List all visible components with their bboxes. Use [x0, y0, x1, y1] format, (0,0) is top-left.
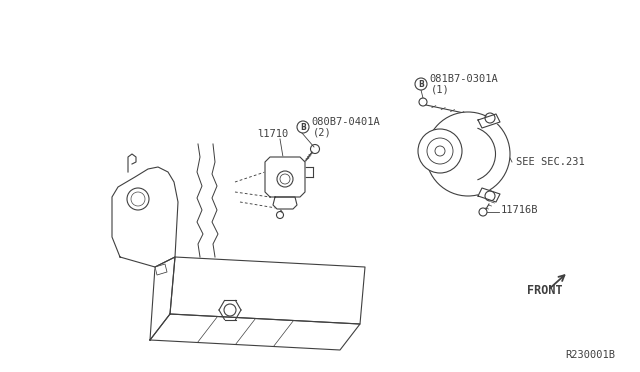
Polygon shape — [112, 167, 178, 267]
Text: l1710: l1710 — [257, 129, 288, 139]
Text: R230001B: R230001B — [565, 350, 615, 360]
Polygon shape — [150, 257, 175, 340]
Polygon shape — [170, 257, 365, 324]
Circle shape — [426, 112, 510, 196]
Polygon shape — [478, 188, 500, 202]
Text: B: B — [418, 80, 424, 89]
Text: 080B7-0401A: 080B7-0401A — [311, 117, 380, 127]
Circle shape — [418, 129, 462, 173]
Polygon shape — [150, 314, 360, 350]
Text: FRONT: FRONT — [527, 284, 563, 297]
Circle shape — [415, 78, 427, 90]
Text: SEE SEC.231: SEE SEC.231 — [516, 157, 585, 167]
Polygon shape — [273, 197, 297, 209]
Text: (2): (2) — [313, 127, 332, 137]
Polygon shape — [265, 157, 305, 197]
Text: B: B — [300, 122, 306, 131]
Text: 081B7-0301A: 081B7-0301A — [429, 74, 498, 84]
Text: 11716B: 11716B — [501, 205, 538, 215]
Polygon shape — [478, 114, 500, 128]
Text: (1): (1) — [431, 84, 450, 94]
Circle shape — [297, 121, 309, 133]
Polygon shape — [155, 264, 167, 275]
